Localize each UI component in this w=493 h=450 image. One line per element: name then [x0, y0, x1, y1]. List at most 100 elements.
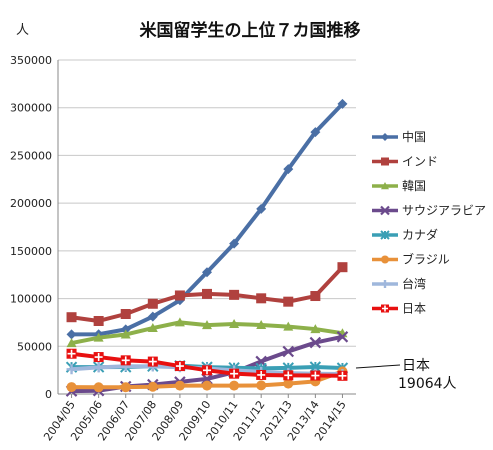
data-point — [256, 320, 267, 330]
legend-item: サウジアラビア — [372, 204, 486, 218]
legend-item: 台湾 — [372, 276, 426, 291]
data-point — [174, 380, 185, 391]
data-point — [120, 382, 131, 393]
legend-item: 日本 — [372, 302, 426, 316]
data-point — [229, 380, 240, 391]
data-point — [120, 329, 131, 339]
legend-label: インド — [402, 155, 438, 169]
data-point — [229, 319, 240, 329]
data-point — [337, 262, 348, 273]
data-point — [66, 364, 77, 375]
legend-item: ブラジル — [372, 252, 450, 267]
data-point — [310, 324, 321, 334]
legend-label: ブラジル — [402, 252, 450, 267]
y-axis-unit-label: 人 — [16, 23, 29, 38]
data-point — [93, 362, 104, 373]
data-point — [310, 127, 321, 138]
data-point — [174, 290, 185, 301]
y-tick-label: 100000 — [10, 293, 52, 306]
data-point — [381, 255, 389, 264]
data-point — [66, 338, 77, 348]
data-point — [283, 321, 294, 331]
data-point — [381, 182, 389, 190]
y-tick-label: 300000 — [10, 102, 52, 115]
y-tick-labels: 0 50000 100000 150000 200000 250000 300000 3500… — [10, 54, 52, 401]
series-group — [65, 98, 349, 397]
legend-label: 日本 — [402, 302, 426, 316]
data-point-cross — [311, 371, 320, 380]
data-point — [282, 345, 295, 358]
data-point — [380, 205, 390, 216]
data-point — [120, 308, 131, 319]
data-point — [310, 291, 321, 302]
data-point-cross — [94, 353, 103, 362]
chart-title: 米国留学生の上位７カ国推移 — [140, 20, 361, 41]
data-point — [309, 336, 322, 349]
data-point-cross — [175, 362, 184, 371]
series-7 — [66, 348, 348, 381]
x-tick-labels: 2004/052005/062006/072007/082008/092009/… — [41, 394, 349, 443]
legend-label: 韓国 — [402, 179, 426, 193]
data-point — [93, 332, 104, 342]
data-point — [256, 380, 267, 391]
legend-item: カナダ — [372, 227, 438, 242]
data-point — [202, 288, 212, 299]
data-point — [93, 315, 104, 326]
data-point — [202, 320, 212, 330]
data-point — [93, 382, 104, 393]
data-point-cross — [284, 371, 293, 380]
data-point — [120, 324, 131, 335]
series-0 — [66, 98, 348, 340]
data-point — [147, 381, 158, 392]
data-point — [229, 238, 240, 249]
data-point — [66, 382, 77, 393]
data-point — [381, 133, 389, 141]
data-point-cross — [121, 356, 130, 365]
series-1 — [66, 262, 348, 326]
y-tick-label: 250000 — [10, 149, 52, 162]
data-point-cross — [148, 357, 157, 366]
y-tick-label: 50000 — [17, 340, 52, 353]
y-tick-label: 0 — [45, 388, 52, 401]
annotation-leader-line — [355, 364, 401, 369]
annotation-label: 日本 — [402, 358, 430, 374]
data-point — [256, 203, 267, 214]
data-point — [337, 98, 348, 109]
data-point-cross — [67, 349, 76, 358]
legend-item: 韓国 — [372, 179, 426, 193]
data-point-cross — [230, 369, 239, 378]
data-point — [381, 280, 389, 288]
data-point-cross — [203, 366, 211, 375]
data-point — [336, 331, 349, 343]
data-point — [147, 323, 158, 333]
data-point — [202, 267, 212, 278]
data-point — [256, 293, 267, 304]
data-point — [66, 312, 77, 323]
legend-label: カナダ — [402, 227, 438, 242]
data-point — [147, 298, 158, 309]
legend-label: 中国 — [402, 129, 426, 144]
legend-item: 中国 — [372, 129, 426, 144]
y-tick-label: 150000 — [10, 245, 52, 258]
legend-label: 台湾 — [402, 276, 426, 291]
data-point — [381, 157, 389, 166]
data-point — [229, 289, 240, 300]
data-point — [283, 164, 294, 175]
data-point — [66, 329, 77, 340]
legend-label: サウジアラビア — [402, 204, 486, 218]
annotation: 日本 19064人 — [355, 358, 457, 392]
data-point-cross — [338, 371, 347, 380]
data-point — [283, 296, 294, 307]
annotation-value: 19064人 — [398, 376, 457, 392]
data-point-cross — [257, 370, 266, 379]
data-point — [283, 378, 294, 389]
data-point-cross — [382, 305, 388, 312]
data-point — [147, 311, 158, 322]
data-point — [174, 317, 185, 327]
y-tick-label: 200000 — [10, 197, 52, 210]
data-point — [202, 380, 212, 391]
data-point — [380, 230, 390, 240]
legend-item: インド — [372, 155, 438, 169]
